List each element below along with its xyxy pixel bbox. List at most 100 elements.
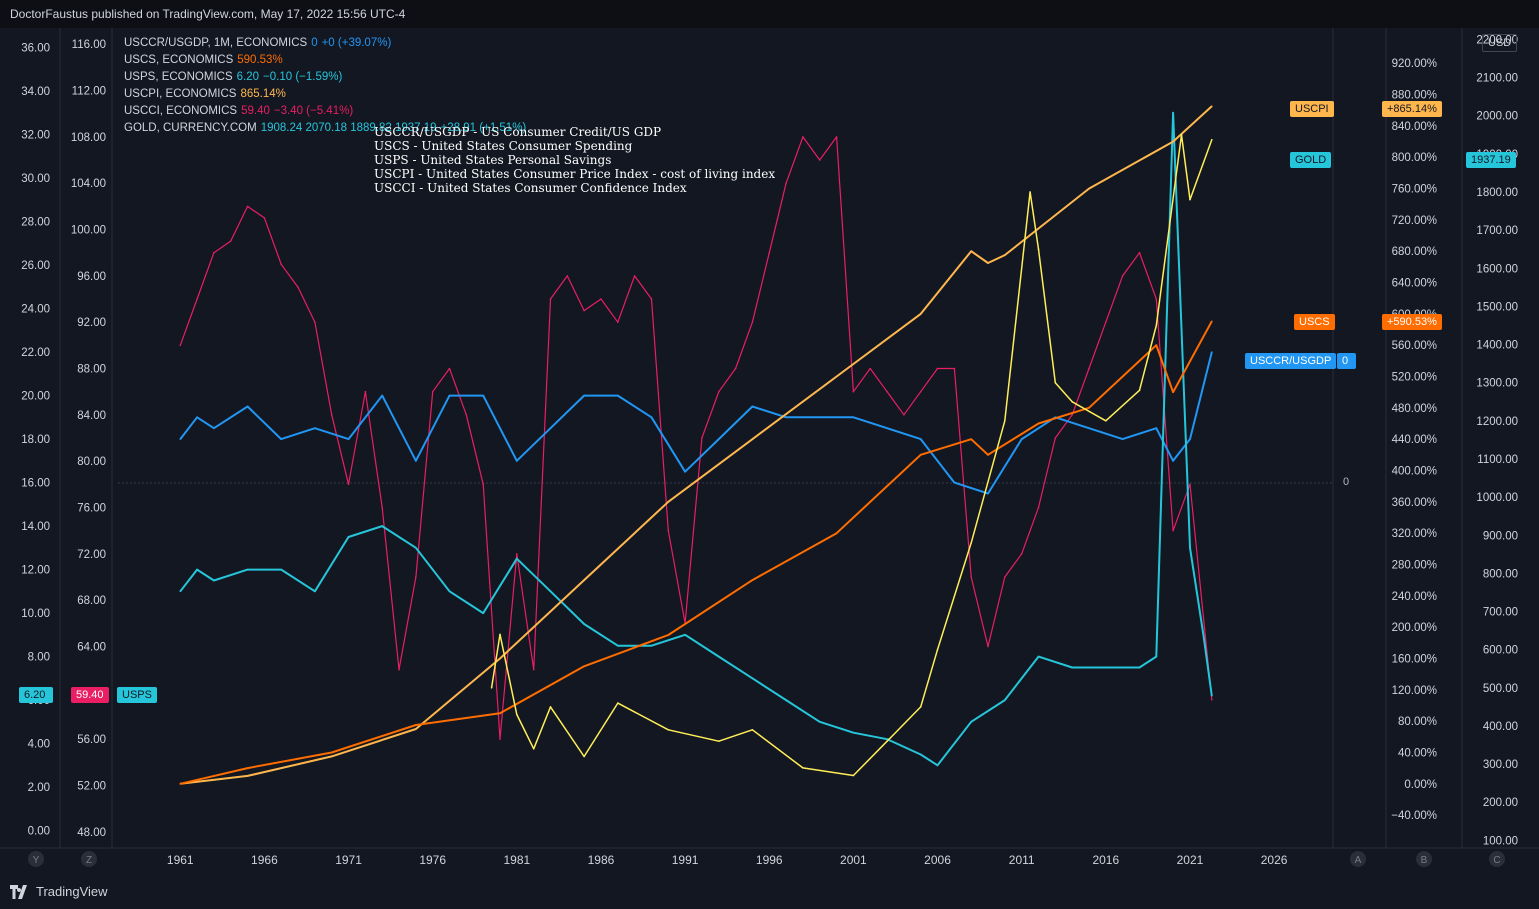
data-point (768, 251, 771, 254)
data-point (1211, 105, 1213, 108)
scale-button (81, 851, 97, 867)
axis-b-tick-label: 520.00% (1392, 372, 1437, 384)
data-point (852, 731, 855, 734)
axis-z-tick-label: 52.00 (77, 780, 106, 792)
data-point (1155, 344, 1158, 347)
data-point (196, 568, 198, 571)
data-point (1037, 655, 1040, 658)
axis-y-tick-label: 14.00 (21, 521, 50, 533)
data-point (448, 590, 451, 593)
legend-row[interactable]: USCS, ECONOMICS 590.53% (124, 52, 530, 69)
legend-row[interactable]: USCPI, ECONOMICS 865.14% (124, 86, 530, 103)
data-point (583, 579, 585, 581)
data-point (751, 321, 754, 324)
series-line-uscci (179, 136, 1213, 740)
data-point (667, 634, 670, 636)
data-point (953, 367, 956, 370)
axis-z-tick-label: 56.00 (77, 734, 106, 746)
tag-uscpi-label: USCPI (1290, 101, 1334, 117)
currency-badge[interactable]: USD (1482, 34, 1518, 52)
axis-b-tick-label: 0.00% (1404, 779, 1437, 791)
data-point (314, 321, 316, 324)
tradingview-logo[interactable]: TradingView (10, 884, 108, 899)
data-point (213, 427, 215, 430)
axis-z-tick-label: 112.00 (72, 86, 106, 98)
data-point (246, 767, 249, 769)
legend-row[interactable]: USCCI, ECONOMICS 59.40 −3.40 (−5.41%) (124, 103, 530, 120)
data-point (987, 454, 989, 456)
data-point (583, 394, 585, 397)
data-point (650, 644, 653, 647)
axis-b-tick-label: 920.00% (1392, 58, 1437, 70)
data-point (179, 438, 182, 440)
legend-series-value: 590.53% (237, 54, 283, 66)
axis-y-tick-label: 24.00 (21, 304, 50, 316)
chart-background (0, 28, 1539, 876)
note-line: USPS - United States Personal Savings (374, 153, 612, 167)
data-point (330, 755, 333, 758)
data-point (246, 775, 249, 777)
data-point (1211, 320, 1213, 323)
data-point (381, 394, 384, 397)
legend-row[interactable]: USCCR/USGDP, 1M, ECONOMICS 0 +0 (+39.07%) (124, 35, 530, 52)
data-point (1211, 694, 1213, 697)
data-point (818, 721, 821, 723)
tag-usccr-label: USCCR/USGDP (1245, 353, 1337, 369)
data-point (465, 414, 468, 416)
axis-y-tick-label: 26.00 (21, 260, 50, 272)
data-point (886, 740, 888, 742)
axis-b-tick-label: −40.00% (1391, 810, 1437, 822)
data-point (667, 729, 670, 731)
data-point (1088, 367, 1090, 370)
axis-b-tick-label: 640.00% (1392, 278, 1437, 290)
axis-b-tick-label: 120.00% (1392, 685, 1437, 697)
data-point (1180, 134, 1183, 136)
axis-b-tick-label: 280.00% (1392, 559, 1437, 571)
data-point (650, 298, 653, 300)
chart-canvas[interactable]: 36.00 34.00 32.00 30.00 28.00 26.00 24.00 22.00… (0, 0, 1539, 876)
axis-b-tick-label: 800.00% (1392, 152, 1437, 164)
publish-header: DoctorFaustus published on TradingView.c… (0, 0, 1539, 28)
data-point (1189, 198, 1191, 201)
axis-b-tick-label: 360.00% (1392, 497, 1437, 509)
scale-letter: B (1421, 855, 1428, 866)
data-point (415, 460, 417, 462)
axis-b-tick-label: 160.00% (1392, 653, 1437, 665)
data-point (1020, 553, 1023, 555)
tradingview-logo-icon (10, 884, 27, 899)
tradingview-brand: TradingView (36, 884, 108, 899)
legend-series-change: +0 (+39.07%) (321, 37, 392, 49)
tag-usps-value: 6.20 (19, 687, 53, 703)
x-tick-label: 1991 (672, 853, 699, 867)
legend-row[interactable]: GOLD, CURRENCY.COM 1908.24 2070.18 1889.8… (124, 120, 530, 137)
scale-letter: A (1355, 855, 1362, 866)
axis-c-tick-label: 1300.00 (1476, 378, 1518, 390)
publish-text: DoctorFaustus published on TradingView.c… (10, 7, 406, 21)
data-point (1121, 438, 1124, 440)
data-point (499, 712, 501, 715)
legend-row[interactable]: USPS, ECONOMICS 6.20 −0.10 (−1.59%) (124, 69, 530, 86)
data-point (852, 416, 855, 419)
x-tick-label: 1996 (756, 853, 783, 867)
data-point (364, 390, 367, 393)
axis-b-tick-label: 320.00% (1392, 528, 1437, 540)
axis-z-tick-label: 116.00 (72, 39, 106, 51)
legend-series-name: USCCR/USGDP, 1M, ECONOMICS (124, 37, 308, 49)
tag-uscci-value: 59.40 (71, 687, 109, 703)
axis-c-tick-label: 1200.00 (1476, 416, 1518, 428)
axis-c-tick-label: 100.00 (1483, 835, 1518, 847)
axis-c-tick-label: 500.00 (1483, 683, 1518, 695)
data-point (280, 438, 283, 440)
data-point (1172, 112, 1174, 114)
x-tick-label: 1986 (588, 853, 615, 867)
data-point (330, 751, 333, 754)
data-point (347, 536, 350, 538)
data-point (415, 728, 417, 730)
axis-b-tick-label: 560.00% (1392, 340, 1437, 352)
axis-z-tick-label: 84.00 (77, 410, 106, 422)
legend-series-name: USCCI, ECONOMICS (124, 105, 238, 117)
data-point (583, 623, 585, 625)
data-point (499, 657, 501, 660)
data-point (785, 182, 787, 184)
axis-c-tick-label: 1700.00 (1476, 225, 1518, 237)
